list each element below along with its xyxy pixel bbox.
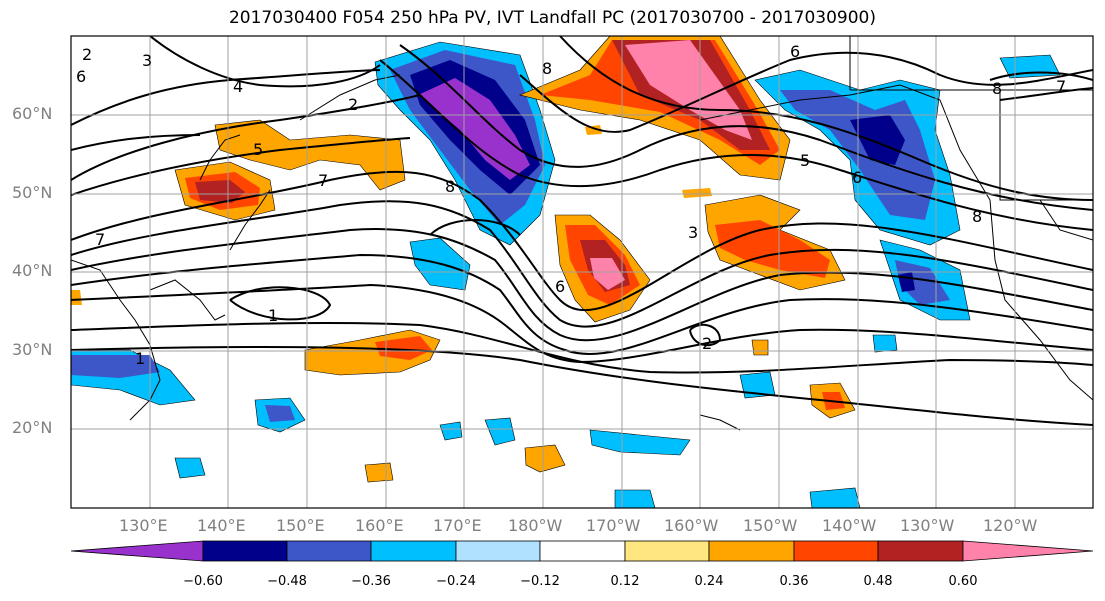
lon-label: 130°W — [900, 516, 955, 535]
lon-label: 140°W — [822, 516, 877, 535]
lat-label: 30°N — [12, 340, 53, 359]
neg-region-pacific-d — [484, 417, 516, 446]
colorbar-seg-0 — [70, 540, 204, 562]
contour-label: 1 — [268, 306, 278, 325]
lon-label: 170°W — [586, 516, 641, 535]
colorbar-tick-label: −0.60 — [183, 574, 223, 589]
contour-label: 8 — [972, 207, 982, 226]
colorbar-seg-6 — [624, 540, 710, 562]
contour-label: 5 — [253, 140, 263, 159]
contour-label: 7 — [1056, 77, 1066, 96]
neg-region-alaska-core — [850, 115, 905, 165]
colorbar-seg-8 — [793, 540, 879, 562]
colorbar-tick-label: 0.36 — [779, 574, 809, 589]
pos-region-kamchatka — [214, 119, 406, 191]
colorbar-seg-3 — [370, 540, 457, 562]
neg-region-pacific-c — [589, 429, 691, 456]
neg-region-dateline-peak — [418, 78, 530, 180]
contour-label: 1 — [135, 349, 145, 368]
colorbar-seg-5 — [539, 540, 626, 562]
colorbar — [70, 540, 1094, 562]
contour-label: 3 — [142, 51, 152, 70]
lat-label: 20°N — [12, 418, 53, 437]
contour-label: 8 — [992, 79, 1002, 98]
contour-label: 7 — [95, 230, 105, 249]
pv-contours — [71, 36, 1093, 426]
contour-label: 2 — [348, 95, 358, 114]
colorbar-seg-7 — [708, 540, 795, 562]
contour-label: 4 — [233, 77, 243, 96]
lon-label: 130°E — [119, 516, 168, 535]
contour-label: 8 — [445, 177, 455, 196]
coastlines — [71, 36, 1093, 431]
colorbar-seg-4 — [455, 540, 541, 562]
lon-label: 150°E — [276, 516, 325, 535]
contour-label-group: 2 3 6 4 2 5 7 7 8 1 1 2 3 6 6 8 5 8 6 7 … — [76, 42, 1066, 368]
lon-label: 120°W — [983, 516, 1038, 535]
contour-label: 2 — [82, 45, 92, 64]
lon-label: 160°E — [355, 516, 404, 535]
contour-label: 8 — [542, 59, 552, 78]
contour-label: 5 — [800, 151, 810, 170]
colorbar-tick-label: 0.60 — [948, 574, 978, 589]
colorbar-seg-9 — [877, 540, 964, 562]
lon-label: 140°E — [197, 516, 246, 535]
lon-label: 160°W — [664, 516, 719, 535]
contour-label: 6 — [852, 168, 862, 187]
contour-label: 6 — [790, 42, 800, 61]
contour-label: 7 — [318, 171, 328, 190]
contour-label: 3 — [688, 223, 698, 242]
map-title: 2017030400 F054 250 hPa PV, IVT Landfall… — [228, 8, 876, 28]
colorbar-tick-label: 0.12 — [610, 574, 640, 589]
contour-label: 6 — [555, 277, 565, 296]
contour-label: 2 — [702, 334, 712, 353]
graticule — [71, 36, 1093, 508]
colorbar-seg-1 — [202, 540, 288, 562]
lat-label: 60°N — [12, 104, 53, 123]
plot-border — [70, 35, 1094, 509]
colorbar-seg-2 — [286, 540, 372, 562]
colorbar-tick-label: −0.12 — [520, 574, 560, 589]
colorbar-tick-label: 0.48 — [863, 574, 893, 589]
lon-label: 180°W — [508, 516, 563, 535]
lat-label: 40°N — [12, 261, 53, 280]
colorbar-tick-label: 0.24 — [694, 574, 724, 589]
lon-label: 150°W — [743, 516, 798, 535]
lon-label: 170°E — [433, 516, 482, 535]
colorbar-tick-label: −0.48 — [267, 574, 307, 589]
contour-label: 6 — [76, 67, 86, 86]
colorbar-tick-label: −0.24 — [436, 574, 476, 589]
lat-label: 50°N — [12, 183, 53, 202]
colorbar-tick-label: −0.36 — [351, 574, 391, 589]
colorbar-seg-10 — [962, 540, 1094, 562]
